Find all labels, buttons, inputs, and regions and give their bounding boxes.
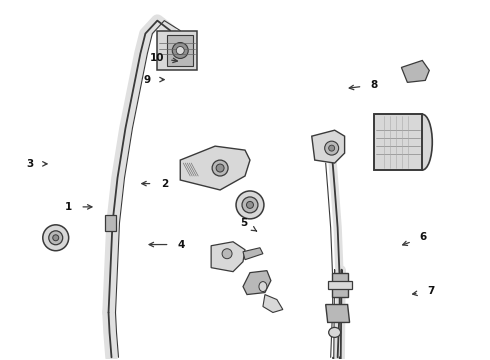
Ellipse shape xyxy=(176,46,184,54)
Text: 2: 2 xyxy=(161,179,168,189)
Ellipse shape xyxy=(172,42,188,58)
Polygon shape xyxy=(104,215,117,231)
Polygon shape xyxy=(332,273,347,297)
Polygon shape xyxy=(211,242,245,272)
Ellipse shape xyxy=(43,225,69,251)
Polygon shape xyxy=(180,146,250,190)
Polygon shape xyxy=(401,60,429,82)
Ellipse shape xyxy=(216,164,224,172)
Ellipse shape xyxy=(325,141,339,155)
Polygon shape xyxy=(243,248,263,260)
Text: 3: 3 xyxy=(26,159,34,169)
Ellipse shape xyxy=(259,282,267,292)
Ellipse shape xyxy=(222,249,232,259)
Polygon shape xyxy=(312,130,344,163)
Text: 5: 5 xyxy=(241,218,247,228)
Polygon shape xyxy=(263,294,283,312)
Polygon shape xyxy=(243,271,271,294)
Text: 4: 4 xyxy=(178,239,185,249)
Text: 10: 10 xyxy=(150,53,164,63)
Ellipse shape xyxy=(212,160,228,176)
Ellipse shape xyxy=(236,191,264,219)
Ellipse shape xyxy=(53,235,59,241)
Ellipse shape xyxy=(49,231,63,245)
Text: 1: 1 xyxy=(65,202,72,212)
Polygon shape xyxy=(157,31,197,71)
Text: 9: 9 xyxy=(144,75,151,85)
Ellipse shape xyxy=(242,197,258,213)
Polygon shape xyxy=(326,305,349,323)
Text: 7: 7 xyxy=(427,286,434,296)
Text: 6: 6 xyxy=(419,232,427,242)
Ellipse shape xyxy=(329,145,335,151)
Text: 8: 8 xyxy=(371,80,378,90)
Ellipse shape xyxy=(329,328,341,337)
Polygon shape xyxy=(167,35,193,67)
Ellipse shape xyxy=(413,114,432,170)
Polygon shape xyxy=(374,114,422,170)
Polygon shape xyxy=(328,280,352,289)
Ellipse shape xyxy=(246,201,253,208)
